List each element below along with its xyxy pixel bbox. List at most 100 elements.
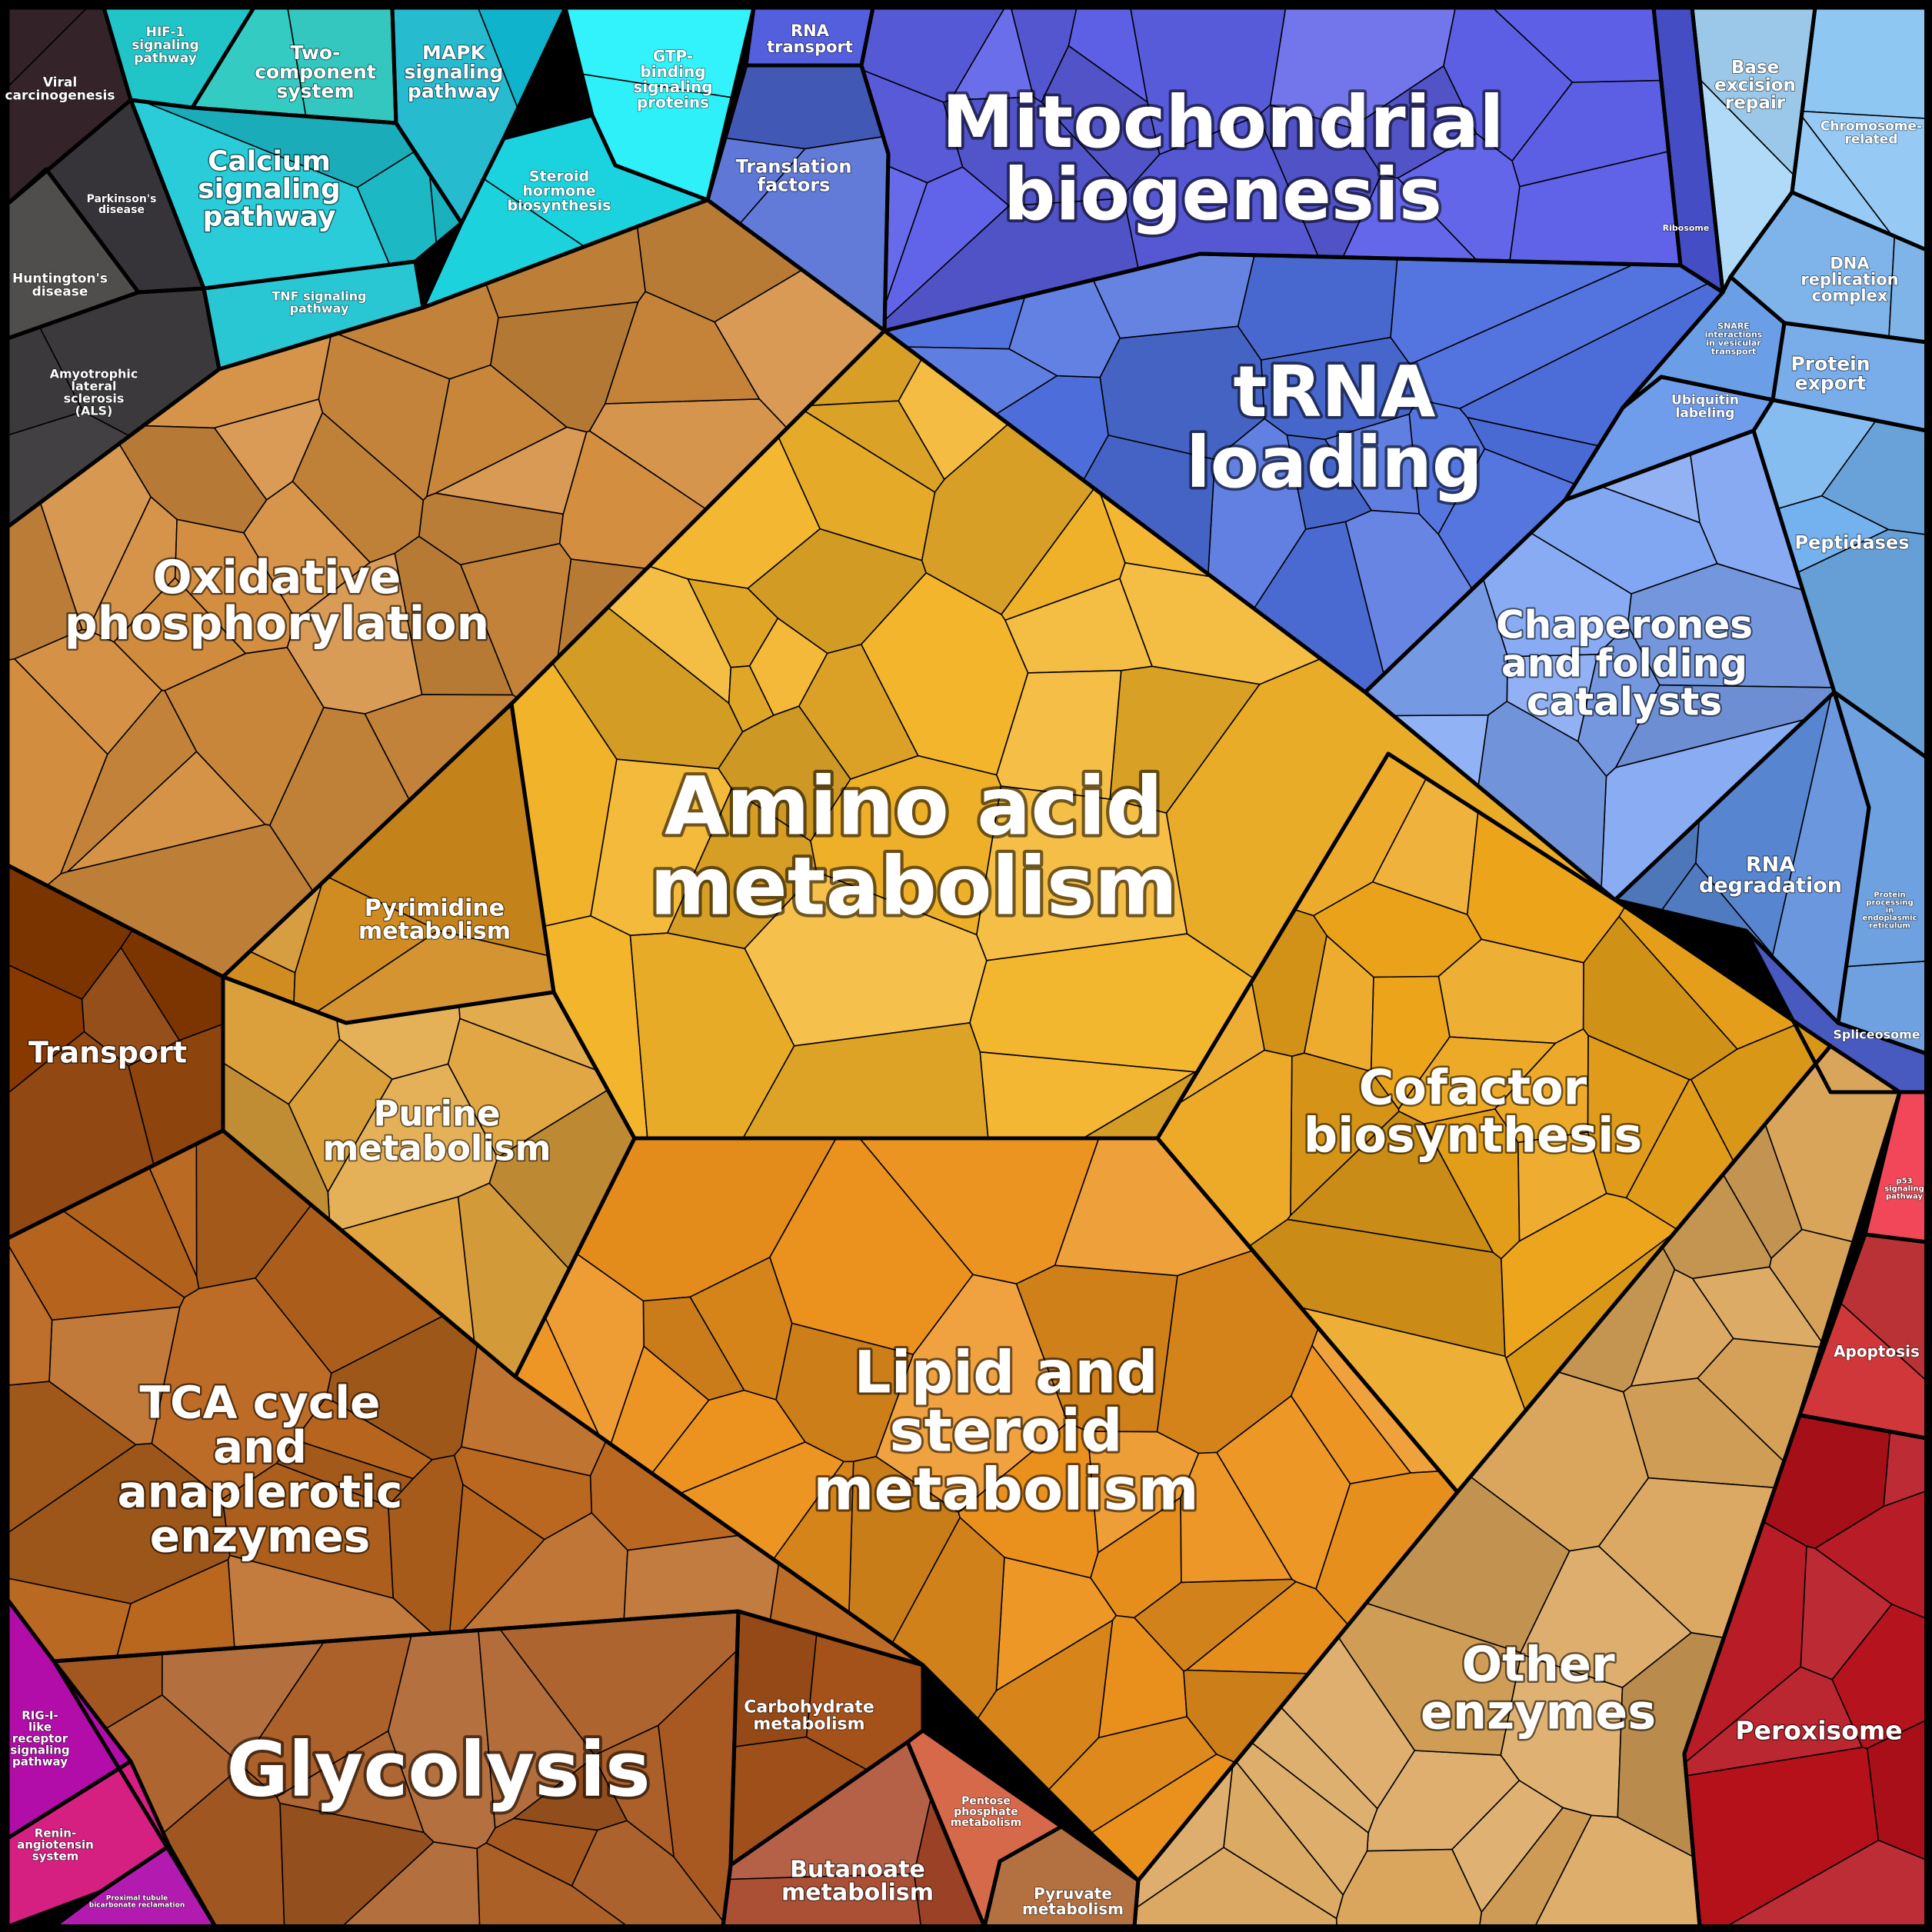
label-line: Pentose: [961, 1795, 1011, 1807]
protein-cell[interactable]: [279, 1802, 435, 1927]
label-line: processing: [1866, 899, 1913, 908]
label-chromosome-related: Chromosome-related: [1820, 118, 1922, 147]
label-line: Amino acid: [665, 759, 1163, 853]
protein-cell[interactable]: [747, 528, 928, 655]
protein-cell[interactable]: [1251, 908, 1327, 1058]
region-trna-loading[interactable]: [883, 253, 1724, 694]
region-rna-degradation[interactable]: [1614, 691, 1870, 1024]
protein-cell[interactable]: [1286, 434, 1373, 531]
label-line: p53: [1896, 1178, 1912, 1186]
label-line: metabolism: [650, 839, 1178, 933]
label-peroxisome: Peroxisome: [1735, 1716, 1902, 1746]
protein-cell[interactable]: [1087, 1431, 1200, 1554]
protein-cell[interactable]: [13, 628, 163, 755]
label-huntingtons-disease: Huntington's disease: [12, 271, 108, 299]
region-other-enzymes[interactable]: [1134, 1044, 1900, 1927]
protein-cell[interactable]: [97, 1694, 243, 1837]
region-mitochondrial-biogenesis[interactable]: [861, 7, 1681, 332]
protein-cell[interactable]: [1157, 1049, 1293, 1247]
region-peptidases[interactable]: [1753, 399, 1927, 759]
label-line: pathway: [290, 301, 349, 316]
label-line: Proximal tubule: [106, 1895, 168, 1903]
protein-cell[interactable]: [1180, 1451, 1294, 1584]
protein-cell[interactable]: [942, 96, 1127, 207]
label-line: pathway: [203, 202, 336, 233]
label-line: Protein: [1790, 352, 1870, 375]
protein-cell[interactable]: [1408, 398, 1486, 535]
region-dna-replication[interactable]: [1729, 192, 1927, 343]
protein-cell[interactable]: [286, 552, 423, 715]
protein-cell[interactable]: [1801, 7, 1927, 119]
protein-cell[interactable]: [65, 751, 267, 873]
label-line: metabolism: [951, 1817, 1021, 1829]
region-als[interactable]: [7, 288, 220, 528]
label-line: in vesicular: [1706, 338, 1761, 348]
protein-cell[interactable]: [1041, 45, 1161, 194]
label-line: Mitochondrial: [942, 81, 1504, 165]
protein-cell[interactable]: [1286, 1111, 1494, 1254]
region-cofactor-biosynthesis[interactable]: [1157, 752, 1832, 1494]
label-tca-cycle: TCA cycle and anaplerotic enzymes: [118, 1376, 403, 1562]
protein-cell[interactable]: [593, 1724, 675, 1859]
label-chaperones: Chaperones and folding catalysts: [1496, 603, 1753, 724]
protein-cell[interactable]: [1099, 325, 1265, 461]
region-chromosome-related[interactable]: [1791, 7, 1927, 251]
label-line: DNA: [1830, 254, 1870, 272]
label-line: phosphorylation: [65, 597, 489, 651]
region-transport[interactable]: [7, 864, 224, 1240]
label-line: Chaperones: [1496, 603, 1753, 648]
label-steroid-hormone: Steroid hormone biosynthesis: [507, 168, 611, 215]
protein-cell[interactable]: [1494, 1028, 1589, 1144]
label-line: degradation: [1699, 874, 1842, 898]
label-line: Huntington's: [12, 271, 108, 286]
region-oxidative-phosphorylation[interactable]: [7, 199, 886, 978]
protein-cell[interactable]: [433, 426, 588, 515]
label-line: excision: [1714, 75, 1796, 95]
label-line: transport: [1711, 346, 1757, 356]
label-line: pathway: [12, 1754, 68, 1768]
label-line: Oxidative: [153, 551, 401, 605]
label-line: transport: [767, 38, 853, 56]
label-line: component: [255, 61, 376, 83]
label-line: angiotensin: [17, 1837, 94, 1851]
label-ribosome: Ribosome: [1663, 223, 1710, 233]
protein-cell[interactable]: [604, 291, 761, 405]
label-line: sclerosis: [64, 391, 125, 406]
label-line: metabolism: [323, 1128, 551, 1168]
label-line: Other: [1461, 1637, 1615, 1693]
protein-cell[interactable]: [1691, 1266, 1824, 1348]
region-peroxisome[interactable]: [1684, 1414, 1927, 1927]
label-line: receptor: [12, 1731, 68, 1745]
protein-cell[interactable]: [243, 480, 371, 621]
label-amino-acid-metabolism: Amino acid metabolism: [650, 759, 1178, 933]
region-amino-acid-metabolism[interactable]: [511, 329, 1616, 1139]
protein-cell[interactable]: [775, 1322, 914, 1463]
label-line: related: [1844, 132, 1897, 147]
label-line: Amyotrophic: [50, 367, 138, 381]
label-line: (ALS): [75, 404, 113, 418]
protein-cell[interactable]: [151, 1277, 332, 1500]
label-line: like: [28, 1720, 52, 1734]
label-line: disease: [32, 284, 88, 299]
region-glycolysis[interactable]: [52, 1611, 739, 1927]
label-line: loading: [1186, 421, 1483, 504]
label-line: biosynthesis: [1304, 1108, 1643, 1164]
label-line: Chromosome-: [1820, 118, 1922, 134]
protein-cell[interactable]: [724, 65, 884, 150]
label-line: in: [1886, 907, 1894, 915]
label-mitochondrial-biogenesis: Mitochondrial biogenesis: [942, 81, 1504, 237]
label-line: signaling: [633, 78, 712, 96]
label-lipid-steroid-metabolism: Lipid and steroid metabolism: [813, 1338, 1199, 1524]
label-trna-loading: tRNA loading: [1186, 351, 1483, 504]
label-line: phosphate: [954, 1806, 1018, 1818]
region-tca-cycle[interactable]: [7, 1130, 924, 1666]
region-carbohydrate-metabolism[interactable]: [730, 1610, 924, 1867]
label-line: factors: [758, 174, 831, 195]
region-lipid-steroid-metabolism[interactable]: [514, 1138, 1459, 1882]
protein-cell[interactable]: [1888, 235, 1927, 343]
label-line: metabolism: [781, 1880, 934, 1907]
region-chaperones[interactable]: [1364, 429, 1835, 901]
label-line: Glycolysis: [226, 1726, 650, 1814]
label-other-enzymes: Other enzymes: [1421, 1637, 1656, 1740]
label-line: Steroid: [529, 168, 589, 185]
